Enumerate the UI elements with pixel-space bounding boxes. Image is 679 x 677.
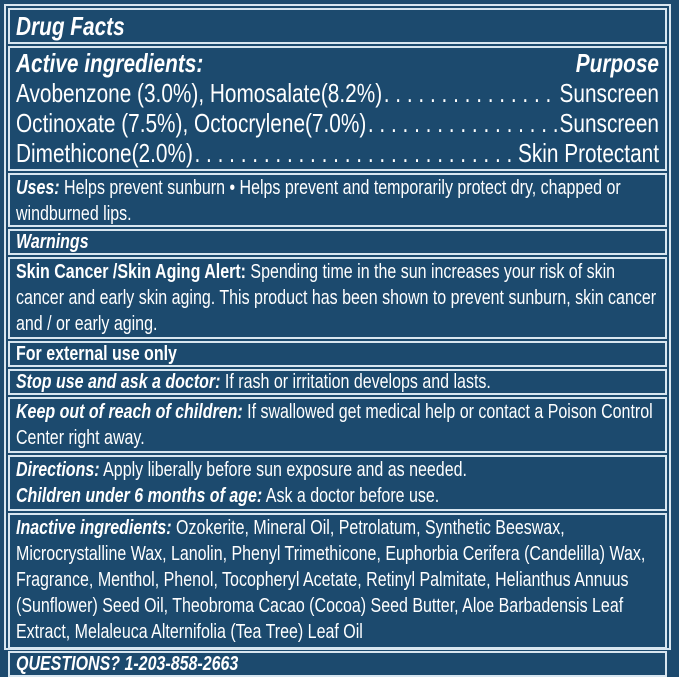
active-ingredient-row: Octinoxate (7.5%), Octocrylene(7.0%) Suns…: [16, 108, 659, 138]
purpose-heading: Purpose: [575, 48, 659, 78]
ingredient-name: Avobenzone (3.0%), Homosalate(8.2%): [16, 78, 383, 108]
uses-text: Helps prevent sunburn • Helps prevent an…: [16, 177, 621, 225]
active-ingredient-row: Avobenzone (3.0%), Homosalate(8.2%) Sunsc…: [16, 78, 659, 108]
drug-facts-panel: Drug Facts Active ingredients: Purpose A…: [4, 4, 671, 677]
directions-text: Apply liberally before sun exposure and …: [99, 459, 467, 481]
ingredient-purpose: Skin Protectant: [517, 138, 659, 168]
children-label: Children under 6 months of age:: [16, 485, 263, 507]
uses-section: Uses: Helps prevent sunburn • Helps prev…: [8, 173, 667, 227]
ingredient-name: Dimethicone(2.0%): [16, 138, 193, 168]
ingredient-name: Octinoxate (7.5%), Octocrylene(7.0%): [16, 108, 367, 138]
directions-section: Directions: Apply liberally before sun e…: [8, 455, 667, 511]
ingredient-purpose: Sunscreen: [559, 108, 659, 138]
warnings-heading: Warnings: [16, 231, 89, 253]
ingredient-purpose: Sunscreen: [559, 78, 659, 108]
keep-out-label: Keep out of reach of children:: [16, 401, 243, 423]
keep-out-section: Keep out of reach of children: If swallo…: [8, 397, 667, 453]
directions-label: Directions:: [16, 459, 100, 481]
active-ingredients-section: Active ingredients: Purpose Avobenzone (…: [8, 46, 667, 171]
external-use-text: For external use only: [16, 343, 177, 365]
questions-box: QUESTIONS? 1-203-858-2663: [8, 651, 667, 677]
skin-alert-label: Skin Cancer /Skin Aging Alert:: [16, 261, 246, 283]
warnings-heading-box: Warnings: [8, 229, 667, 255]
uses-label: Uses:: [16, 177, 60, 199]
external-use-box: For external use only: [8, 341, 667, 367]
dot-leader: [194, 138, 516, 168]
inactive-label: Inactive ingredients:: [16, 517, 172, 539]
stop-use-text: If rash or irritation develops and lasts…: [220, 371, 491, 393]
inactive-ingredients-section: Inactive ingredients: Ozokerite, Mineral…: [8, 513, 667, 649]
stop-use-section: Stop use and ask a doctor: If rash or ir…: [8, 369, 667, 395]
keep-out-text: If swallowed get medical help or contact…: [16, 401, 653, 449]
dot-leader: [384, 78, 558, 108]
inactive-text: Ozokerite, Mineral Oil, Petrolatum, Synt…: [16, 517, 646, 643]
title-box: Drug Facts: [8, 8, 667, 44]
drug-facts-title: Drug Facts: [16, 11, 125, 41]
children-text: Ask a doctor before use.: [262, 485, 440, 507]
stop-use-label: Stop use and ask a doctor:: [16, 371, 221, 393]
questions-phone: QUESTIONS? 1-203-858-2663: [16, 653, 239, 675]
skin-alert-section: Skin Cancer /Skin Aging Alert: Spending …: [8, 257, 667, 339]
active-ingredients-heading: Active ingredients:: [16, 48, 204, 78]
active-ingredient-row: Dimethicone(2.0%) Skin Protectant: [16, 138, 659, 168]
dot-leader: [368, 108, 558, 138]
skin-alert-text: Spending time in the sun increases your …: [16, 261, 657, 335]
